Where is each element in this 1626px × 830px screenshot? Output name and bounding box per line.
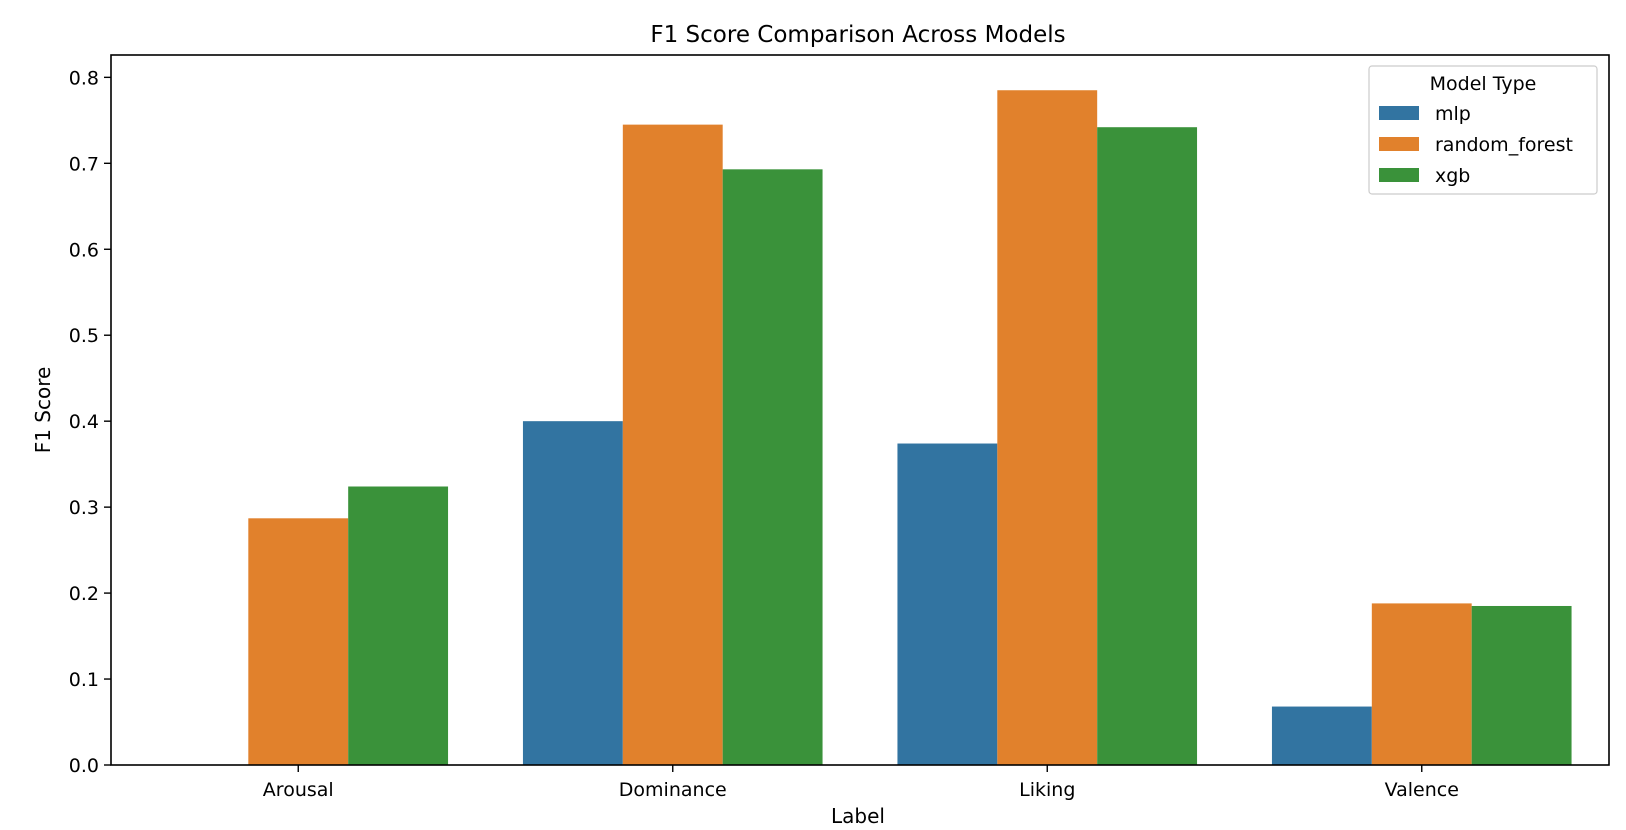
y-tick-label: 0.7 (69, 153, 99, 175)
legend-label-xgb: xgb (1435, 165, 1470, 187)
y-axis: 0.0 0.1 0.2 0.3 0.4 0.5 0.6 0.7 0.8 (69, 67, 111, 777)
legend-title: Model Type (1430, 73, 1537, 95)
x-tick-label: Arousal (263, 779, 334, 801)
y-axis-title: F1 Score (31, 367, 55, 454)
y-tick-label: 0.0 (69, 755, 99, 777)
y-tick-label: 0.6 (69, 239, 99, 261)
bars-layer (248, 90, 1572, 766)
y-tick-label: 0.5 (69, 325, 99, 347)
legend-swatch-mlp (1379, 106, 1419, 120)
legend-box (1368, 65, 1598, 195)
y-tick-label: 0.3 (69, 497, 99, 519)
bar-xgb-arousal (348, 486, 449, 765)
x-tick-label: Liking (1019, 779, 1075, 801)
bar-mlp-liking (897, 443, 998, 765)
bar-xgb-valence (1471, 605, 1572, 765)
plot-frame (110, 54, 1610, 766)
y-tick-label: 0.1 (69, 669, 99, 691)
bar-xgb-liking (1097, 127, 1198, 766)
x-axis: Arousal Dominance Liking Valence (263, 765, 1459, 801)
legend-label-random_forest: random_forest (1435, 134, 1573, 156)
bar-random_forest-arousal (248, 518, 349, 765)
x-axis-title: Label (831, 804, 885, 828)
x-tick-label: Dominance (619, 779, 727, 801)
y-tick-label: 0.4 (69, 411, 99, 433)
bar-mlp-valence (1271, 706, 1372, 765)
legend-label-mlp: mlp (1435, 103, 1471, 125)
bar-random_forest-liking (997, 90, 1098, 766)
y-tick-label: 0.8 (69, 67, 99, 89)
bar-mlp-dominance (522, 421, 623, 765)
bar-xgb-dominance (722, 169, 823, 766)
y-tick-label: 0.2 (69, 583, 99, 605)
chart-title: F1 Score Comparison Across Models (650, 22, 1065, 48)
legend-swatch-random_forest (1379, 137, 1419, 151)
bar-random_forest-valence (1371, 603, 1472, 765)
legend-swatch-xgb (1379, 168, 1419, 182)
bar-random_forest-dominance (622, 124, 723, 765)
x-tick-label: Valence (1385, 779, 1459, 801)
